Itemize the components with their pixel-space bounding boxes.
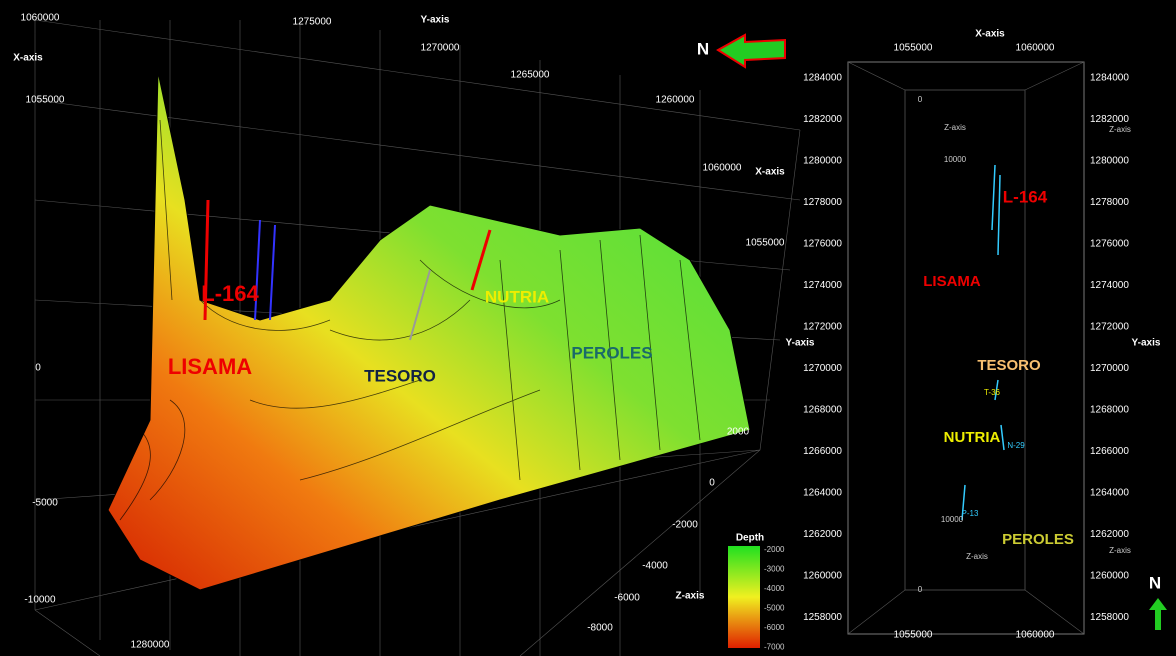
tick-label: 1060000 xyxy=(21,13,60,24)
axis-label: Y-axis xyxy=(786,338,815,349)
tick-label: 1280000 xyxy=(803,156,842,167)
tick-label: 1260000 xyxy=(656,95,695,106)
tick-label: 1274000 xyxy=(803,280,842,291)
tick-label: 1284000 xyxy=(803,73,842,84)
tick-label: 1276000 xyxy=(1090,239,1129,250)
legend-tick: -2000 xyxy=(764,545,785,554)
tick-label: 10000 xyxy=(941,515,964,524)
field-label: L-164 xyxy=(1003,187,1048,206)
axis-label: Z-axis xyxy=(1109,125,1131,134)
tick-label: 1280000 xyxy=(131,640,170,651)
tick-label: 2000 xyxy=(727,427,750,438)
north-arrow xyxy=(716,33,786,69)
legend-tick: -4000 xyxy=(764,584,785,593)
tick-label: 1278000 xyxy=(803,197,842,208)
tick-label: 0 xyxy=(35,363,41,374)
tick-label: 1060000 xyxy=(703,163,742,174)
field-label: LISAMA xyxy=(923,273,981,290)
legend-tick: -6000 xyxy=(764,623,785,632)
tick-label: 1055000 xyxy=(26,95,65,106)
tick-label: 1270000 xyxy=(421,43,460,54)
tick-label: -2000 xyxy=(672,520,698,531)
tick-label: 1060000 xyxy=(1016,630,1055,641)
north-label: N xyxy=(697,39,709,58)
tick-label: 1266000 xyxy=(1090,446,1129,457)
tick-label: -10000 xyxy=(24,595,56,606)
tick-label: 1274000 xyxy=(1090,280,1129,291)
axis-label: X-axis xyxy=(975,29,1005,40)
north-label: N xyxy=(1149,573,1161,592)
well-label: P-13 xyxy=(962,509,979,518)
field-label: TESORO xyxy=(977,357,1041,374)
tick-label: 1268000 xyxy=(1090,405,1129,416)
tick-label: 1280000 xyxy=(1090,156,1129,167)
legend-tick: -7000 xyxy=(764,643,785,652)
legend-tick: -5000 xyxy=(764,604,785,613)
field-label: PEROLES xyxy=(1002,531,1074,548)
field-label: L-164 xyxy=(201,281,259,306)
surface xyxy=(107,71,751,591)
tick-label: 10000 xyxy=(944,155,967,164)
tick-label: 1055000 xyxy=(894,43,933,54)
axis-label: Z-axis xyxy=(944,123,966,132)
tick-label: 1258000 xyxy=(803,612,842,623)
tick-label: 1260000 xyxy=(1090,571,1129,582)
tick-label: 1258000 xyxy=(1090,612,1129,623)
well-label: N-29 xyxy=(1007,441,1025,450)
tick-label: 1270000 xyxy=(1090,363,1129,374)
axis-label: Z-axis xyxy=(966,552,988,561)
tick-label: 1282000 xyxy=(1090,114,1129,125)
map-frame xyxy=(847,61,1167,635)
tick-label: 1272000 xyxy=(1090,322,1129,333)
axis-label: X-axis xyxy=(13,53,43,64)
tick-label: 1055000 xyxy=(746,238,785,249)
field-label: LISAMA xyxy=(168,354,252,379)
tick-label: 1055000 xyxy=(894,630,933,641)
axis-label: Z-axis xyxy=(1109,546,1131,555)
depth-legend-bar xyxy=(728,546,760,648)
tick-label: 1268000 xyxy=(803,405,842,416)
tick-label: 1275000 xyxy=(293,17,332,28)
tick-label: 1262000 xyxy=(1090,529,1129,540)
axis-label: X-axis xyxy=(755,167,785,178)
well-label: T-36 xyxy=(984,388,1001,397)
tick-label: 1282000 xyxy=(803,114,842,125)
tick-label: 1284000 xyxy=(1090,73,1129,84)
legend-tick: -3000 xyxy=(764,565,785,574)
tick-label: 0 xyxy=(709,478,715,489)
tick-label: 1060000 xyxy=(1016,43,1055,54)
tick-label: 0 xyxy=(918,585,923,594)
tick-label: 1265000 xyxy=(511,70,550,81)
axis-label: Z-axis xyxy=(676,591,705,602)
tick-label: -4000 xyxy=(642,561,668,572)
tick-label: 1266000 xyxy=(803,446,842,457)
tick-label: 1264000 xyxy=(1090,488,1129,499)
axis-label: Y-axis xyxy=(421,15,450,26)
tick-label: -8000 xyxy=(587,623,613,634)
tick-label: 1270000 xyxy=(803,363,842,374)
tick-label: 1264000 xyxy=(803,488,842,499)
field-label: TESORO xyxy=(364,366,436,385)
axis-label: Y-axis xyxy=(1132,338,1161,349)
tick-label: 0 xyxy=(918,95,923,104)
tick-label: -5000 xyxy=(32,498,58,509)
field-label: PEROLES xyxy=(571,343,652,362)
tick-label: 1260000 xyxy=(803,571,842,582)
tick-label: 1262000 xyxy=(803,529,842,540)
tick-label: 1278000 xyxy=(1090,197,1129,208)
field-label: NUTRIA xyxy=(944,429,1001,446)
field-label: NUTRIA xyxy=(485,287,549,306)
legend-title: Depth xyxy=(736,533,764,544)
tick-label: 1272000 xyxy=(803,322,842,333)
tick-label: -6000 xyxy=(614,593,640,604)
tick-label: 1276000 xyxy=(803,239,842,250)
